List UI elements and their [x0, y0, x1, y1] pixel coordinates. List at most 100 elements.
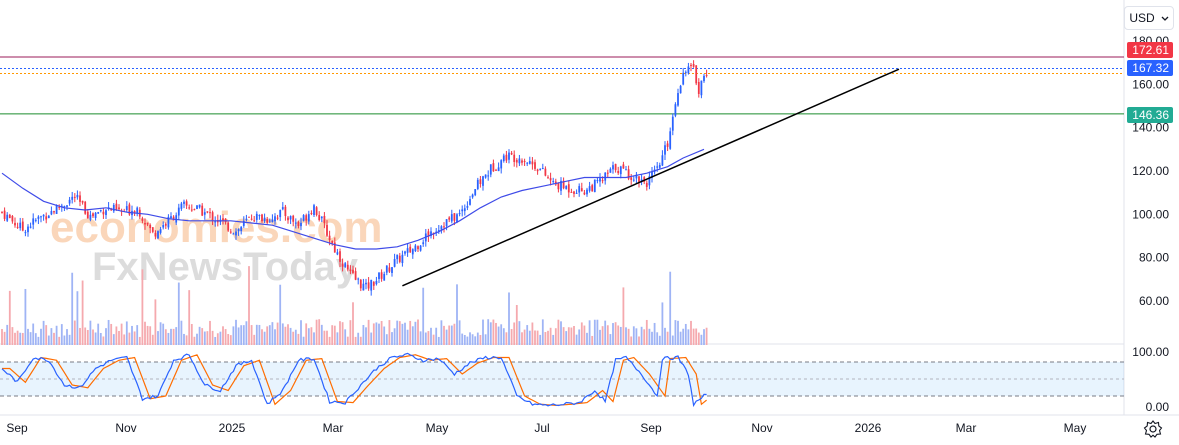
- volume-bar: [375, 322, 378, 345]
- candle-body: [14, 222, 16, 226]
- candle-body: [242, 220, 245, 226]
- candle-body: [313, 205, 315, 215]
- candle-body: [586, 189, 588, 195]
- volume-bar: [703, 329, 705, 345]
- volume-bar: [328, 336, 331, 345]
- candle-body: [268, 220, 271, 222]
- candle-body: [625, 169, 627, 171]
- candle-body: [417, 246, 419, 250]
- volume-bar: [352, 302, 354, 345]
- volume-bar: [414, 321, 417, 345]
- candle-body: [190, 209, 193, 211]
- volume-bar: [619, 326, 622, 345]
- volume-bar: [578, 329, 581, 345]
- candle-body: [505, 154, 508, 161]
- candle-body: [333, 242, 336, 253]
- candle-body: [539, 168, 542, 170]
- volume-bar: [66, 329, 68, 345]
- stochastic-d-line: [2, 354, 707, 407]
- candle-body: [136, 207, 139, 214]
- candle-body: [250, 218, 253, 220]
- candle-body: [606, 172, 609, 174]
- candle-body: [445, 219, 448, 227]
- volume-bar: [349, 320, 352, 345]
- volume-bar: [687, 329, 690, 345]
- volume-bar: [606, 325, 609, 345]
- candle-body: [42, 214, 45, 217]
- candle-body: [430, 231, 432, 236]
- candle-body: [261, 214, 263, 222]
- candle-body: [336, 252, 339, 255]
- volume-bar: [110, 323, 113, 345]
- currency-select[interactable]: USD: [1124, 6, 1174, 30]
- trendline[interactable]: [402, 68, 900, 287]
- volume-bar: [617, 325, 620, 345]
- price-tag-label: 172.61: [1132, 43, 1169, 57]
- candle-body: [294, 222, 297, 224]
- volume-bar: [354, 336, 357, 345]
- volume-bar: [341, 322, 344, 345]
- volume-bar: [333, 325, 336, 345]
- volume-bar: [159, 322, 162, 345]
- volume-bar: [180, 320, 183, 345]
- candle-body: [518, 158, 521, 164]
- candle-body: [346, 264, 349, 270]
- candle-body: [567, 184, 570, 193]
- volume-bar: [240, 325, 243, 345]
- candle-body: [1, 211, 3, 213]
- price-tag-label: 146.36: [1132, 108, 1169, 122]
- volume-bar: [609, 334, 612, 345]
- volume-bar: [565, 331, 568, 345]
- volume-bar: [292, 331, 295, 345]
- candle-body: [266, 219, 269, 223]
- candle-body: [367, 282, 370, 289]
- candle-body: [593, 179, 596, 193]
- volume-bar: [679, 331, 682, 345]
- volume-bar: [419, 331, 422, 345]
- chevron-down-icon: [1161, 16, 1169, 21]
- volume-bar: [89, 320, 92, 345]
- volume-bar: [55, 325, 58, 345]
- candle-body: [287, 217, 289, 221]
- volume-bar: [170, 328, 172, 345]
- candle-body: [588, 186, 591, 191]
- volume-bar: [185, 335, 188, 345]
- time-axis-labels: Sep Nov 2025 Mar May Jul Sep Nov 2026 Mar May: [6, 421, 1086, 435]
- volume-bar: [177, 282, 180, 345]
- volume-bar: [268, 325, 271, 345]
- volume-bar: [131, 325, 133, 345]
- volume-bar: [224, 329, 227, 345]
- candle-body: [245, 218, 248, 220]
- volume-bar: [409, 320, 412, 345]
- candle-body: [328, 235, 331, 240]
- volume-bar: [198, 326, 201, 345]
- candle-body: [591, 185, 594, 192]
- volume-bar: [445, 329, 448, 345]
- candle-body: [515, 159, 518, 163]
- stochastic-tick-label: 100.00: [1132, 345, 1169, 359]
- volume-bar: [466, 336, 469, 345]
- volume-bar: [513, 322, 516, 345]
- volume-bar: [146, 325, 149, 345]
- volume-bar: [279, 284, 282, 345]
- candle-body: [409, 246, 412, 253]
- volume-bar: [40, 328, 42, 345]
- volume-bar: [206, 331, 209, 345]
- moving-average-line: [1, 148, 705, 250]
- volume-bar: [471, 334, 474, 345]
- candle-body: [695, 65, 698, 84]
- volume-bar: [625, 327, 627, 345]
- candle-body: [193, 209, 196, 211]
- volume-bar: [183, 333, 185, 345]
- candle-body: [318, 215, 321, 221]
- volume-bar: [658, 335, 661, 345]
- candle-body: [557, 182, 560, 190]
- candle-body: [81, 200, 84, 203]
- volume-bar: [549, 327, 552, 345]
- candle-body: [237, 229, 240, 231]
- candle-body: [354, 271, 357, 280]
- gear-icon[interactable]: [1142, 418, 1164, 440]
- volume-bar: [320, 324, 323, 345]
- volume-bar: [622, 287, 625, 345]
